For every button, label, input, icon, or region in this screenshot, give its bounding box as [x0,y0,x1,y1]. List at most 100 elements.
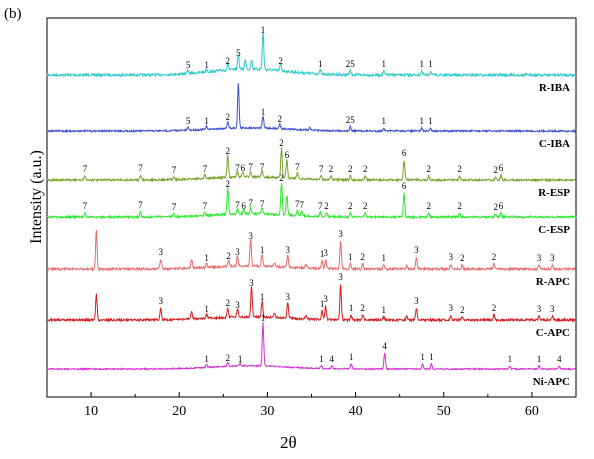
peak-label: 1 [320,299,325,309]
peak-label: 6 [285,150,290,160]
series-name-label: C-ESP [538,224,570,236]
series-name-label: C-APC [536,327,570,339]
peak-label: 7 [300,200,305,210]
peak-label: 1 [349,352,354,362]
series-line [46,284,577,324]
peak-label: 3 [414,245,419,255]
series-name-label: R-APC [536,276,570,288]
peak-label: 3 [449,303,454,313]
peak-label: 2 [360,252,365,262]
peak-label: 25 [346,115,356,125]
peak-label: 2 [329,164,334,174]
peak-label: 2 [225,146,230,156]
series-name-label: Ni-APC [533,376,570,388]
peak-label: 1 [260,292,265,302]
peak-label: 1 [429,352,434,362]
peak-label: 4 [330,354,335,364]
series-r-apc: 31 2 331 3 1 331 2 133 2 2 3 3R-APC [46,229,577,288]
peak-label: 7 [318,201,323,211]
peak-label: 7 [138,163,143,173]
peak-label: 1 [319,354,324,364]
peak-label: 2 [225,179,230,189]
peak-label: 6 [240,163,245,173]
peak-label: 1 [382,59,387,69]
peak-label: 7 [83,164,88,174]
peak-label: 1 [204,304,209,314]
peak-label: 7 [83,201,88,211]
peak-label: 1 [318,59,323,69]
peak-label: 1 [238,354,243,364]
x-tick-label: 30 [260,404,274,419]
peak-label: 6 [402,181,407,191]
peak-label: 3 [285,245,290,255]
peak-label: 7 [172,202,177,212]
peak-label: 7 [235,163,240,173]
peak-label: 3 [338,272,343,282]
peak-label: 3 [537,253,542,263]
peak-label: 1 [320,249,325,259]
peak-label: 1 [382,116,387,126]
peak-label: 7 [248,162,253,172]
peak-label: 2 [279,173,284,183]
peak-label: 6 [402,148,407,158]
peak-label: 2 [363,164,368,174]
x-tick-label: 40 [349,404,363,419]
peak-label: 7 [203,201,208,211]
peak-label: 3 [248,231,253,241]
peak-label: 2 [225,298,230,308]
peak-label: 7 [203,164,208,174]
series-ni-apc: 1 2 111 4 141 1 1 1 4Ni-APC [46,313,577,388]
panel-label: (b) [4,6,22,22]
peak-label: 7 [172,165,177,175]
peak-label: 2 [324,201,329,211]
peak-label: 2 [427,201,432,211]
peak-label: 1 [382,305,387,315]
peak-label: 2 [460,305,465,315]
peak-label: 1 [261,25,266,35]
series-name-label: C-IBA [539,138,570,150]
peak-label: 7 [138,200,143,210]
peak-label: 2 [348,164,353,174]
peak-label: 2 [225,353,230,363]
peak-label: 1 [420,352,425,362]
peak-label: 3 [323,294,328,304]
peak-label: 2 [492,252,497,262]
series-line [46,83,577,134]
peak-label: 2 [278,56,283,66]
peak-label: 1 [204,60,209,70]
peak-label: 7 [235,200,240,210]
x-axis-label: 2θ [280,433,297,452]
peak-label: 2 [494,202,499,212]
peak-label: 3 [537,304,542,314]
peak-label: 4 [382,341,387,351]
peak-label: 5 [186,116,191,126]
peak-label: 2 [360,303,365,313]
peak-label: 1 [204,116,209,126]
peak-label: 3 [550,253,555,263]
peak-label: 2 [279,138,284,148]
peak-label: 2 [225,56,230,66]
peak-label: 1 [204,253,209,263]
peak-label: 4 [557,354,562,364]
peak-label: 2 [225,112,230,122]
series-line [46,230,577,272]
peak-label: 2 [460,253,465,263]
peak-label: 6 [241,201,246,211]
peak-label: 1 [260,245,265,255]
peak-label: 3 [158,247,163,257]
peak-label: 7 [260,162,265,172]
peak-label: 2 [427,164,432,174]
x-tick-label: 10 [84,404,98,419]
peak-label: 25 [346,59,356,69]
peak-label: 2 [457,164,462,174]
peak-label: 2 [226,251,231,261]
series-line [46,183,577,220]
peak-label: 7 [295,199,300,209]
peak-label: 2 [492,303,497,313]
peak-label: 3 [285,292,290,302]
peak-label: 7 [295,162,300,172]
x-tick-label: 60 [525,404,539,419]
